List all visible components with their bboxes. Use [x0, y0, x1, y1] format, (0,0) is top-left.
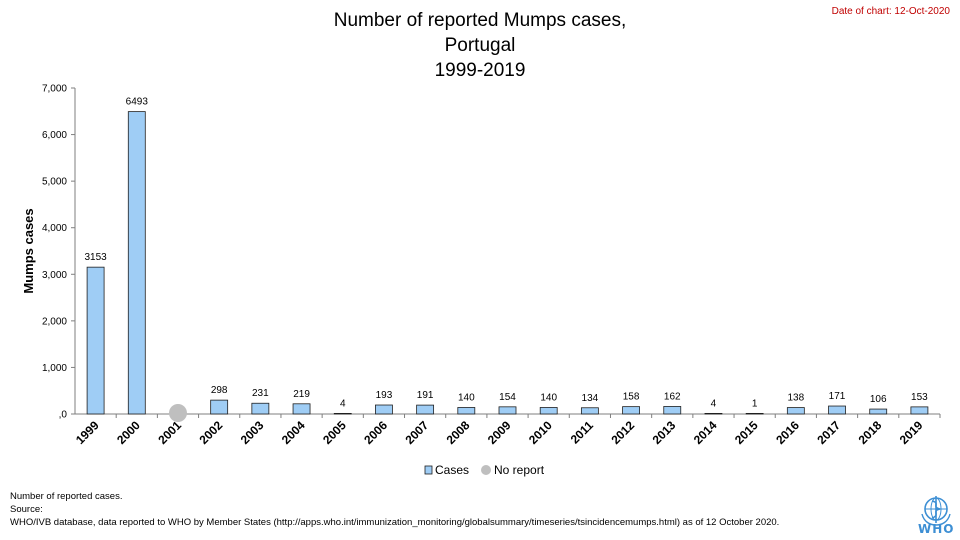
- data-label: 140: [458, 392, 475, 403]
- y-tick-label: 2,000: [42, 316, 67, 327]
- bar: [704, 412, 723, 415]
- x-tick-label: 2015: [732, 418, 761, 447]
- data-label: 231: [252, 388, 269, 399]
- footnote: Number of reported cases. Source: WHO/IV…: [10, 490, 779, 529]
- x-tick-label: 2010: [526, 418, 555, 447]
- title-line-2: Portugal: [444, 35, 516, 56]
- who-emblem-icon: [921, 496, 951, 526]
- bar: [333, 412, 352, 415]
- legend-no-report-label: No report: [494, 463, 545, 477]
- chart-date: Date of chart: 12-Oct-2020: [831, 6, 950, 17]
- x-tick-label: 2005: [320, 418, 349, 447]
- bar: [580, 407, 599, 415]
- data-label: 158: [623, 392, 640, 403]
- x-tick-label: 2007: [402, 418, 431, 447]
- data-label: 138: [787, 393, 804, 404]
- x-tick-label: 2000: [114, 418, 143, 447]
- bar: [539, 407, 558, 415]
- x-tick-label: 2017: [814, 418, 843, 447]
- data-label: 153: [911, 392, 928, 403]
- bar: [663, 406, 682, 415]
- bar-chart: ,0 1,000 2,000 3,000 4,000 5,000 6,000 7,000 Mum…: [21, 84, 941, 477]
- data-label: 3153: [84, 252, 107, 263]
- data-label: 171: [829, 391, 846, 402]
- y-tick-label: 6,000: [42, 130, 67, 141]
- y-tick-label: 3,000: [42, 270, 67, 281]
- data-label: 191: [417, 390, 434, 401]
- bar: [786, 407, 805, 415]
- bar: [86, 266, 105, 415]
- data-label: 4: [340, 398, 346, 409]
- who-logo-text: WHO: [918, 522, 955, 536]
- x-tick-label: 2018: [856, 418, 885, 447]
- x-tick-label: 2014: [691, 418, 720, 447]
- y-tick-label: 5,000: [42, 177, 67, 188]
- footnote-line-2: Source:: [10, 504, 43, 515]
- bar: [828, 405, 846, 415]
- legend-cases-swatch: [424, 465, 433, 475]
- bar: [869, 408, 888, 415]
- x-tick-label: 2012: [608, 418, 637, 447]
- x-tick-label: 2019: [897, 418, 926, 447]
- data-label: 219: [293, 389, 310, 400]
- bar: [498, 406, 517, 415]
- x-tick-label: 2003: [238, 418, 267, 447]
- data-label: 162: [664, 391, 681, 402]
- x-tick-label: 2009: [485, 418, 514, 447]
- x-tick-label: 2008: [444, 418, 473, 447]
- x-tick-label: 2002: [197, 418, 226, 447]
- x-tick-label: 2004: [279, 418, 308, 447]
- data-label: 106: [870, 394, 887, 405]
- data-label: 1: [752, 398, 758, 409]
- bar: [416, 404, 435, 415]
- data-label: 140: [540, 392, 557, 403]
- footnote-line-3: WHO/IVB database, data reported to WHO b…: [10, 517, 780, 528]
- y-tick-label: 7,000: [42, 84, 67, 95]
- bar: [622, 406, 640, 415]
- data-label: 298: [211, 385, 228, 396]
- bar: [910, 406, 929, 415]
- data-label: 154: [499, 392, 516, 403]
- bar: [127, 111, 146, 415]
- bar: [745, 412, 764, 415]
- bar: [375, 404, 393, 415]
- x-tick-label: 1999: [73, 418, 102, 447]
- y-tick-label: 4,000: [42, 223, 67, 234]
- x-tick-label: 2006: [361, 418, 390, 447]
- data-label: 193: [376, 390, 393, 401]
- data-label: 134: [582, 393, 599, 404]
- legend-no-report-marker: [481, 465, 491, 475]
- footnote-line-1: Number of reported cases.: [10, 491, 123, 502]
- y-tick-label: ,0: [59, 410, 68, 421]
- data-label: 4: [711, 398, 717, 409]
- x-tick-label: 2001: [155, 418, 184, 447]
- data-label: 6493: [126, 97, 149, 108]
- x-tick-label: 2016: [773, 418, 802, 447]
- x-tick-label: 2013: [650, 418, 679, 447]
- bar: [292, 403, 311, 415]
- bar: [457, 407, 476, 415]
- chart-title: Number of reported Mumps cases, Portugal…: [0, 8, 960, 83]
- y-tick-label: 1,000: [42, 363, 67, 374]
- x-tick-label: 2011: [568, 418, 597, 447]
- y-axis-label: Mumps cases: [21, 208, 36, 293]
- legend-cases-label: Cases: [435, 463, 469, 477]
- bar: [210, 399, 229, 415]
- title-line-3: 1999-2019: [434, 60, 526, 81]
- bar: [251, 402, 270, 415]
- no-report-marker: [168, 404, 187, 422]
- title-line-1: Number of reported Mumps cases,: [333, 10, 627, 31]
